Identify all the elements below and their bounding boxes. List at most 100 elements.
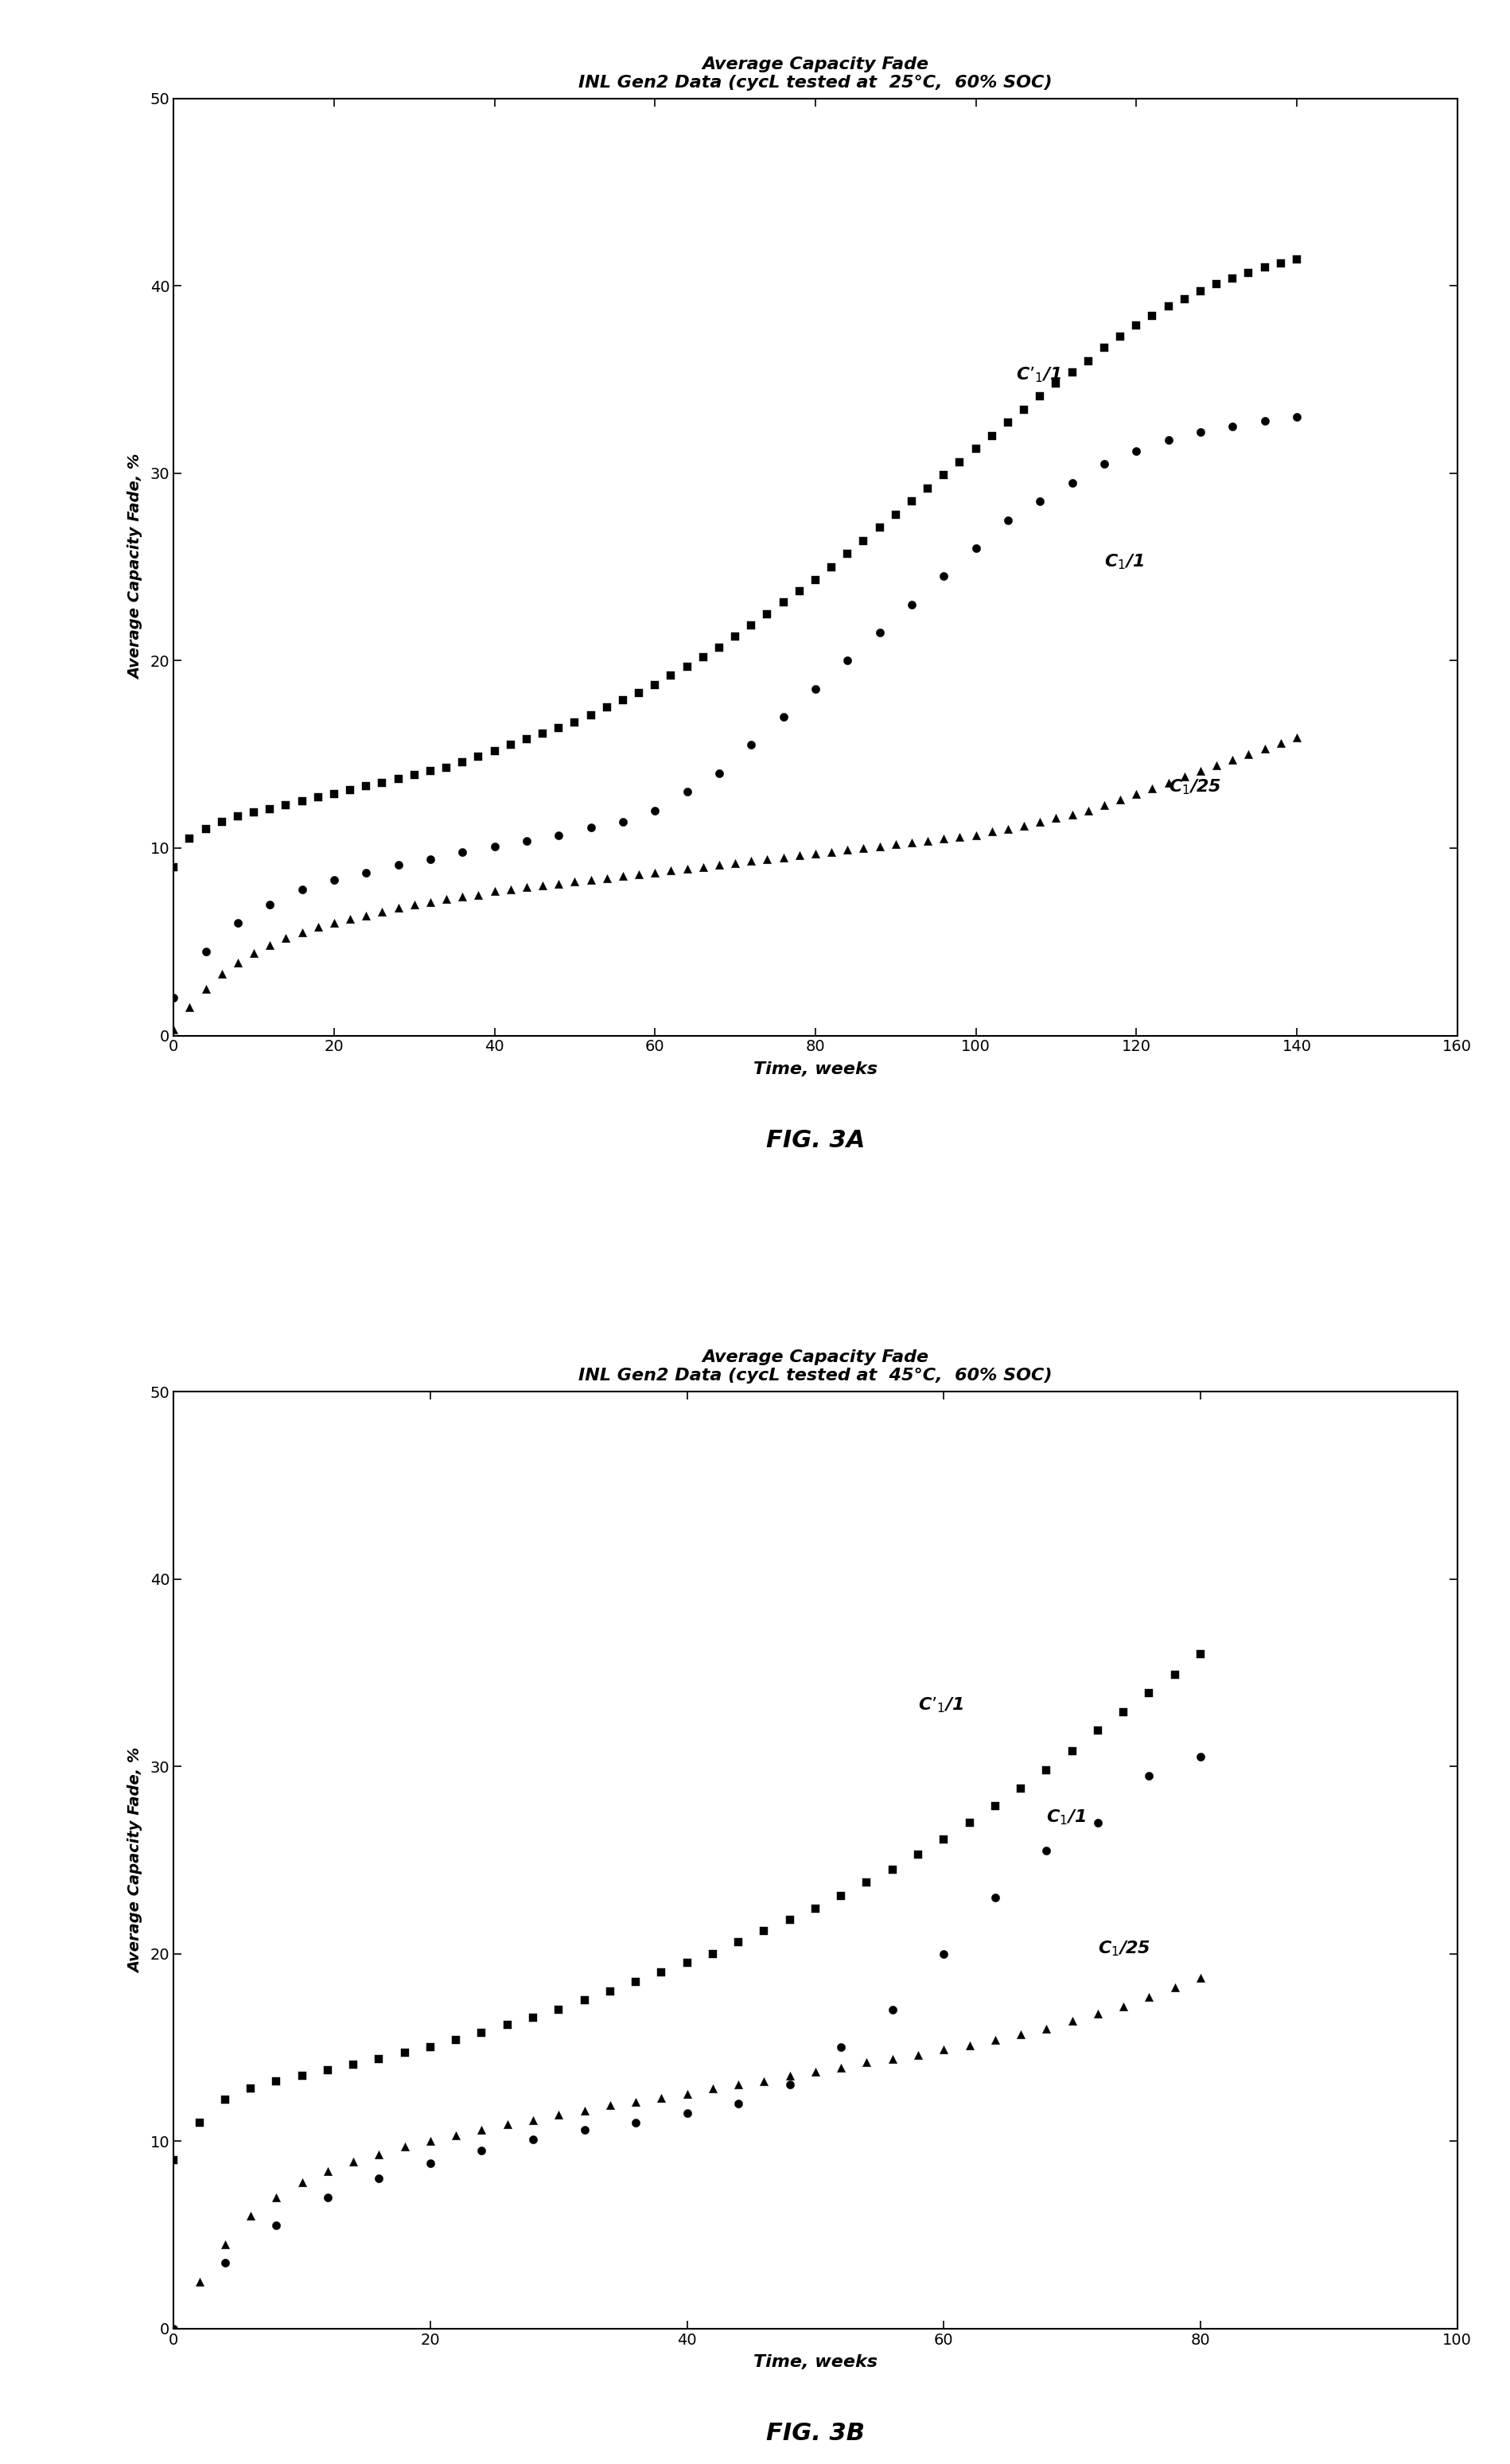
Point <box>852 520 876 559</box>
Text: C$_1$/25: C$_1$/25 <box>1169 779 1222 796</box>
Point <box>470 2013 494 2053</box>
Point <box>578 808 602 848</box>
Point <box>387 845 411 885</box>
Point <box>829 2028 853 2067</box>
Point <box>530 715 554 754</box>
Point <box>1060 352 1084 392</box>
Point <box>598 1971 622 2011</box>
Point <box>450 877 474 917</box>
Point <box>997 404 1021 444</box>
Point <box>1157 764 1181 803</box>
Point <box>692 848 716 887</box>
Point <box>803 670 827 710</box>
Point <box>1285 397 1309 436</box>
Point <box>210 803 234 843</box>
X-axis label: Time, weeks: Time, weeks <box>753 1062 877 1077</box>
Point <box>402 756 426 796</box>
Point <box>820 547 844 586</box>
Point <box>778 2065 802 2104</box>
Point <box>467 737 491 776</box>
Point <box>1028 803 1052 843</box>
Point <box>1285 239 1309 278</box>
Y-axis label: Average Capacity Fade, %: Average Capacity Fade, % <box>128 453 143 680</box>
Point <box>273 919 297 958</box>
Point <box>1268 724 1293 764</box>
Point <box>264 2205 288 2245</box>
Point <box>162 2141 186 2181</box>
Point <box>307 779 331 818</box>
Point <box>1137 1673 1161 1712</box>
Point <box>880 2038 904 2077</box>
Point <box>643 853 667 892</box>
Point <box>701 2070 725 2109</box>
Point <box>610 857 636 897</box>
Point <box>572 2092 596 2131</box>
Point <box>239 2195 263 2235</box>
Point <box>547 1991 571 2030</box>
Point <box>341 2141 365 2181</box>
Point <box>1108 318 1132 357</box>
Point <box>867 508 891 547</box>
Point <box>980 811 1004 850</box>
Point <box>1285 717 1309 756</box>
Point <box>915 468 939 508</box>
Point <box>726 2065 750 2104</box>
Point <box>932 557 956 596</box>
Point <box>963 530 988 569</box>
Point <box>578 695 602 734</box>
Text: C$_1$/1: C$_1$/1 <box>1104 552 1145 572</box>
Point <box>932 456 956 495</box>
Point <box>162 848 186 887</box>
Point <box>418 2028 442 2067</box>
Point <box>483 732 507 771</box>
Point <box>932 818 956 857</box>
Point <box>738 843 763 882</box>
Point <box>803 1890 827 1929</box>
Point <box>1123 774 1149 813</box>
Point <box>521 2102 545 2141</box>
Point <box>915 821 939 860</box>
Point <box>1086 1710 1110 1749</box>
Point <box>772 584 796 623</box>
Point <box>980 416 1004 456</box>
Point <box>444 2117 468 2156</box>
Point <box>290 781 314 821</box>
Point <box>906 1836 930 1875</box>
Point <box>1205 264 1229 303</box>
Point <box>787 572 811 611</box>
Point <box>515 867 539 907</box>
Point <box>883 495 908 535</box>
Point <box>162 1010 186 1050</box>
Point <box>498 870 522 909</box>
Point <box>418 840 442 880</box>
Text: FIG. 3B: FIG. 3B <box>766 2422 865 2444</box>
Point <box>595 857 619 897</box>
Point <box>772 697 796 737</box>
Point <box>726 1922 750 1961</box>
Text: C’$_1$/1: C’$_1$/1 <box>1016 365 1062 384</box>
Point <box>997 811 1021 850</box>
Point <box>595 687 619 727</box>
Point <box>444 2020 468 2060</box>
Point <box>1172 756 1196 796</box>
Point <box>803 2053 827 2092</box>
Point <box>213 2242 237 2282</box>
Point <box>932 1934 956 1974</box>
Text: FIG. 3A: FIG. 3A <box>766 1129 865 1153</box>
Point <box>627 673 651 712</box>
Point <box>483 872 507 912</box>
Point <box>658 655 683 695</box>
Point <box>997 500 1021 540</box>
Point <box>1092 328 1116 367</box>
Point <box>1012 806 1036 845</box>
Point <box>692 638 716 678</box>
Point <box>649 1954 673 1993</box>
Point <box>547 865 571 904</box>
Point <box>530 865 554 904</box>
Point <box>193 968 217 1008</box>
Point <box>835 535 859 574</box>
Point <box>322 774 346 813</box>
Point <box>658 850 683 890</box>
Point <box>193 811 217 850</box>
Point <box>752 2062 776 2102</box>
